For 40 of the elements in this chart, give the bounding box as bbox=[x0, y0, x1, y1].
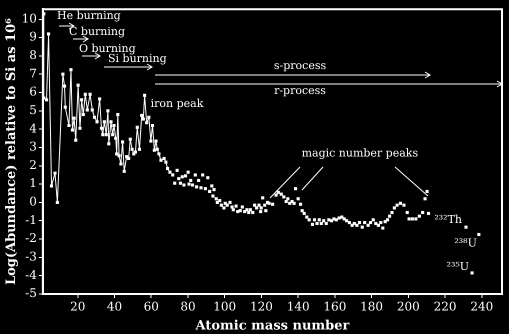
y-tick-label: 10 bbox=[22, 11, 37, 26]
annotation: ²³⁸U bbox=[454, 236, 477, 250]
y-tick-label: 9 bbox=[29, 30, 37, 44]
y-tick-label: 5 bbox=[29, 102, 37, 117]
x-tick-label: 40 bbox=[106, 299, 122, 314]
y-tick-label: 7 bbox=[29, 66, 37, 80]
y-tick-label: -5 bbox=[25, 286, 37, 300]
y-tick-label: 4 bbox=[29, 121, 38, 136]
y-tick-label: 2 bbox=[29, 158, 37, 172]
y-tick-label: -3 bbox=[25, 249, 37, 264]
y-tick-label: 0 bbox=[29, 194, 37, 209]
x-tick-label: 20 bbox=[70, 299, 86, 314]
x-tick-label: 140 bbox=[286, 299, 310, 314]
y-tick-label: -4 bbox=[25, 268, 38, 282]
y-tick-label: 1 bbox=[29, 176, 37, 190]
y-tick-label: -1 bbox=[25, 212, 37, 227]
x-tick-label: 240 bbox=[470, 299, 494, 314]
annotation: C burning bbox=[69, 24, 126, 38]
x-tick-label: 200 bbox=[396, 299, 420, 314]
x-tick-label: 60 bbox=[144, 299, 159, 314]
x-axis-title: Atomic mass number bbox=[194, 318, 350, 334]
annotation: O burning bbox=[79, 42, 136, 55]
x-tick-label: 180 bbox=[360, 299, 384, 314]
annotation: He burning bbox=[57, 8, 121, 22]
x-tick-label: 80 bbox=[180, 299, 196, 314]
y-axis-title: Log(Abundance) relative to Si as 10⁶ bbox=[4, 18, 20, 286]
y-tick-label: 3 bbox=[29, 140, 37, 154]
y-tick-label: 8 bbox=[29, 48, 37, 62]
annotation: s-process bbox=[274, 58, 326, 72]
x-tick-label: 220 bbox=[434, 299, 457, 314]
y-tick-label: -2 bbox=[25, 231, 37, 246]
y-tick-label: 6 bbox=[29, 84, 37, 99]
x-tick-label: 120 bbox=[250, 299, 273, 314]
annotation: magic number peaks bbox=[302, 146, 418, 160]
annotation: ²³²Th bbox=[434, 213, 462, 226]
annotation: iron peak bbox=[150, 97, 204, 110]
annotation: ²³⁵U bbox=[446, 260, 470, 273]
x-tick-label: 160 bbox=[323, 299, 346, 314]
x-tick-label: 100 bbox=[213, 299, 236, 314]
annotation: r-process bbox=[274, 84, 326, 97]
